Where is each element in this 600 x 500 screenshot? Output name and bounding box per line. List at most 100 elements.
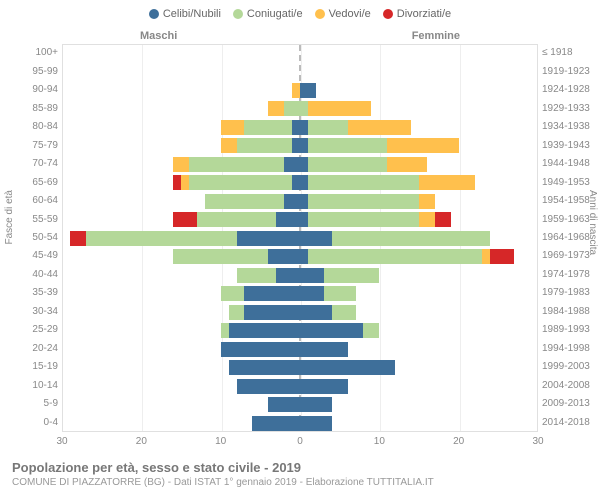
cohort-label: 1944-1948 xyxy=(542,158,590,169)
male-bar xyxy=(70,231,300,246)
bar-segment xyxy=(324,268,380,283)
bar-segment xyxy=(221,120,245,135)
age-label: 95-99 xyxy=(32,66,58,77)
bar-segment xyxy=(229,323,300,338)
bar-segment xyxy=(308,249,483,264)
bar-segment xyxy=(86,231,237,246)
legend-swatch xyxy=(149,9,159,19)
bar-segment xyxy=(300,397,332,412)
female-bar xyxy=(300,360,395,375)
male-bar xyxy=(173,212,300,227)
bar-segment xyxy=(300,342,348,357)
cohort-label: 1924-1928 xyxy=(542,84,590,95)
legend-label: Divorziati/e xyxy=(397,8,451,20)
x-tick: 20 xyxy=(136,436,147,447)
cohort-label: 2014-2018 xyxy=(542,417,590,428)
bar-segment xyxy=(300,138,308,153)
cohort-label: 1969-1973 xyxy=(542,250,590,261)
bar-segment xyxy=(308,138,387,153)
pyramid-row xyxy=(63,341,537,359)
x-tick: 10 xyxy=(374,436,385,447)
bar-segment xyxy=(229,360,300,375)
male-bar xyxy=(221,138,300,153)
female-bar xyxy=(300,397,332,412)
bar-segment xyxy=(419,175,475,190)
bar-segment xyxy=(300,175,308,190)
age-label: 15-19 xyxy=(32,361,58,372)
pyramid-row xyxy=(63,304,537,322)
male-bar xyxy=(173,175,300,190)
female-bar xyxy=(300,194,435,209)
bar-segment xyxy=(197,212,276,227)
age-label: 75-79 xyxy=(32,140,58,151)
male-bar xyxy=(173,157,300,172)
male-bar xyxy=(221,342,300,357)
male-bar xyxy=(237,379,300,394)
cohort-label: 1979-1983 xyxy=(542,287,590,298)
bar-segment xyxy=(284,194,300,209)
pyramid-row xyxy=(63,359,537,377)
pyramid-row xyxy=(63,285,537,303)
female-bar xyxy=(300,231,490,246)
male-bar xyxy=(268,397,300,412)
bar-segment xyxy=(221,138,237,153)
bar-segment xyxy=(244,286,300,301)
pyramid-row xyxy=(63,267,537,285)
male-bar xyxy=(229,305,300,320)
bar-segment xyxy=(300,194,308,209)
bar-segment xyxy=(189,157,284,172)
cohort-label: 1964-1968 xyxy=(542,232,590,243)
bar-segment xyxy=(237,138,293,153)
age-label: 35-39 xyxy=(32,287,58,298)
bar-segment xyxy=(435,212,451,227)
bar-segment xyxy=(173,249,268,264)
pyramid-row xyxy=(63,378,537,396)
female-bar xyxy=(300,175,475,190)
age-label: 45-49 xyxy=(32,250,58,261)
cohort-label: 1939-1943 xyxy=(542,140,590,151)
pyramid-row xyxy=(63,82,537,100)
bar-segment xyxy=(244,120,292,135)
pyramid-row xyxy=(63,63,537,81)
cohort-label: 2004-2008 xyxy=(542,380,590,391)
bar-segment xyxy=(284,157,300,172)
bar-segment xyxy=(189,175,292,190)
bar-segment xyxy=(324,286,356,301)
bar-segment xyxy=(300,120,308,135)
bar-segment xyxy=(300,212,308,227)
legend-item: Celibi/Nubili xyxy=(149,8,221,20)
male-bar xyxy=(268,101,300,116)
legend-item: Vedovi/e xyxy=(315,8,371,20)
age-label: 0-4 xyxy=(44,417,58,428)
female-bar xyxy=(300,323,379,338)
age-label: 90-94 xyxy=(32,84,58,95)
cohort-label: 1959-1963 xyxy=(542,214,590,225)
bar-segment xyxy=(205,194,284,209)
bar-segment xyxy=(300,231,332,246)
female-bar xyxy=(300,305,356,320)
cohort-label: 1989-1993 xyxy=(542,324,590,335)
population-pyramid-chart: Celibi/NubiliConiugati/eVedovi/eDivorzia… xyxy=(0,0,600,500)
age-label: 5-9 xyxy=(44,398,58,409)
bar-segment xyxy=(292,120,300,135)
bar-segment xyxy=(308,157,387,172)
female-bar xyxy=(300,138,459,153)
age-label: 70-74 xyxy=(32,158,58,169)
bar-segment xyxy=(268,397,300,412)
female-bar xyxy=(300,101,371,116)
cohort-label: ≤ 1918 xyxy=(542,47,573,58)
legend-label: Vedovi/e xyxy=(329,8,371,20)
age-label: 85-89 xyxy=(32,103,58,114)
age-label: 25-29 xyxy=(32,324,58,335)
bar-segment xyxy=(300,305,332,320)
male-bar xyxy=(237,268,300,283)
age-label: 60-64 xyxy=(32,195,58,206)
pyramid-row xyxy=(63,211,537,229)
chart-title: Popolazione per età, sesso e stato civil… xyxy=(12,460,434,475)
cohort-label: 1919-1923 xyxy=(542,66,590,77)
age-label: 65-69 xyxy=(32,177,58,188)
bar-segment xyxy=(300,268,324,283)
gender-right-label: Femmine xyxy=(412,30,460,42)
legend-swatch xyxy=(315,9,325,19)
bar-segment xyxy=(237,231,300,246)
